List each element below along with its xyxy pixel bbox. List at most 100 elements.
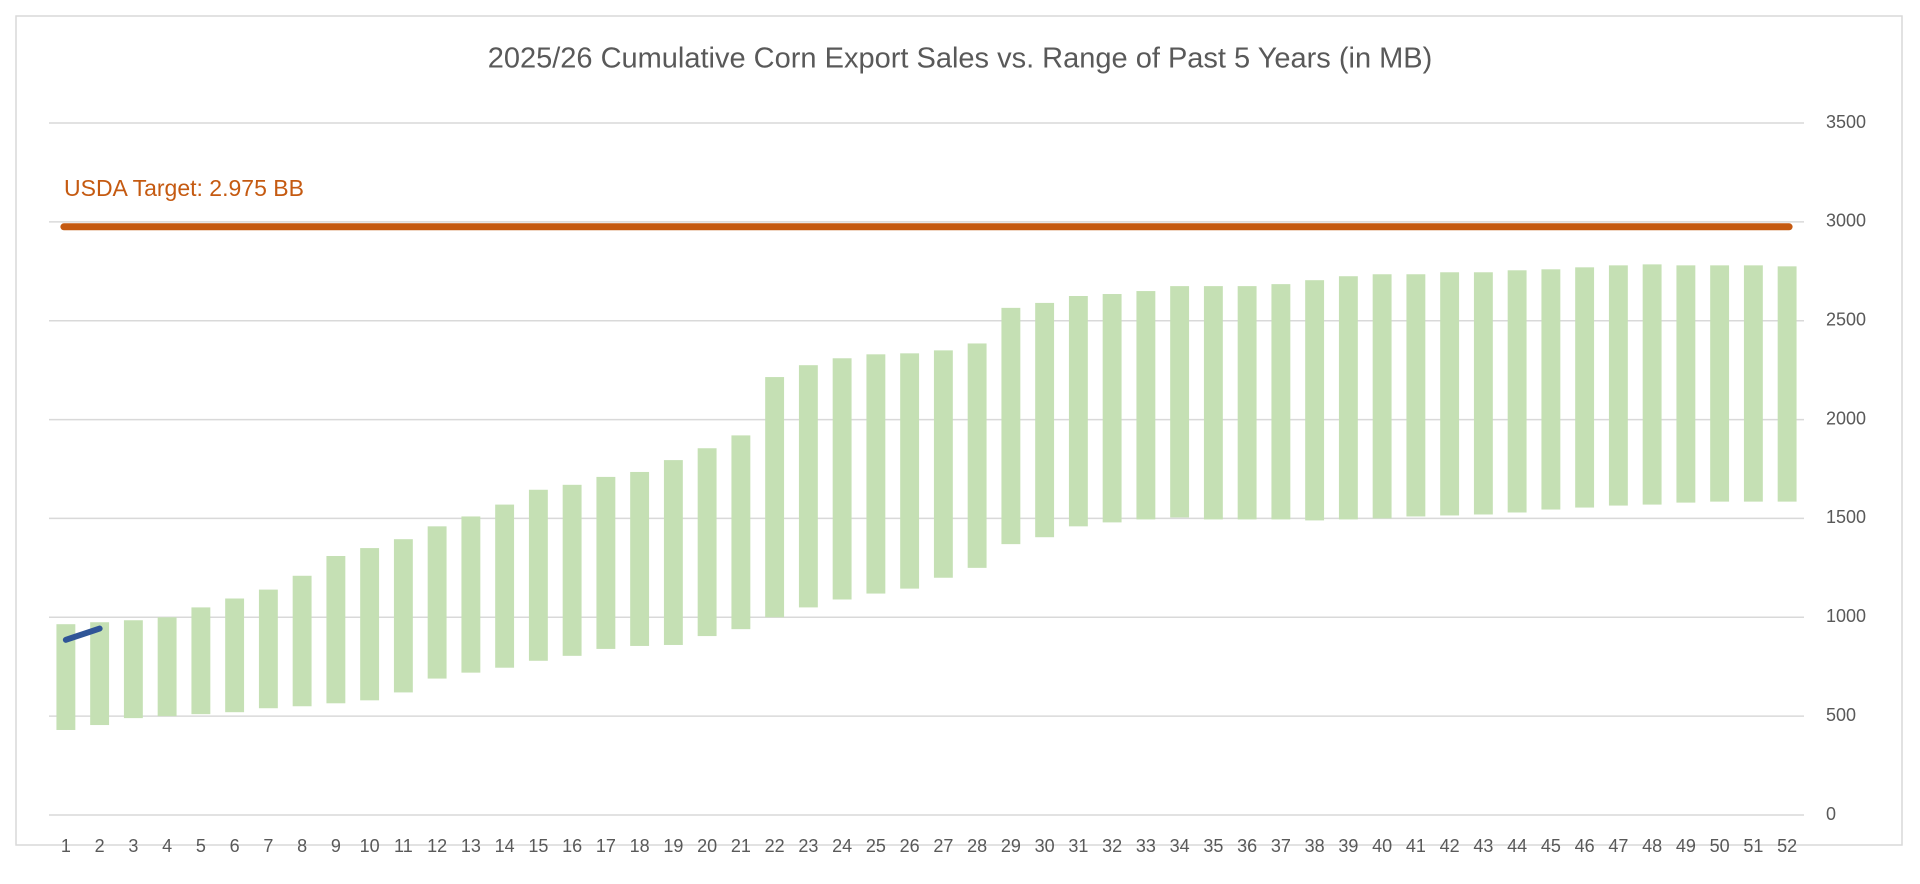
x-tick-label: 32	[1102, 836, 1122, 856]
x-tick-label: 12	[427, 836, 447, 856]
x-tick-label: 10	[360, 836, 380, 856]
x-tick-label: 52	[1777, 836, 1797, 856]
range-bar	[1676, 265, 1696, 503]
x-tick-label: 26	[900, 836, 920, 856]
range-bar	[427, 526, 447, 679]
y-tick-label: 3500	[1826, 112, 1866, 132]
range-bar	[630, 471, 650, 646]
x-tick-label: 13	[461, 836, 481, 856]
range-bar	[90, 622, 110, 726]
x-tick-label: 5	[196, 836, 206, 856]
x-tick-label: 51	[1743, 836, 1763, 856]
x-tick-label: 34	[1170, 836, 1190, 856]
x-tick-label: 50	[1710, 836, 1730, 856]
x-tick-label: 44	[1507, 836, 1527, 856]
y-tick-label: 0	[1826, 804, 1836, 824]
x-tick-label: 38	[1305, 836, 1325, 856]
x-tick-label: 36	[1237, 836, 1257, 856]
x-tick-label: 29	[1001, 836, 1021, 856]
x-tick-label: 11	[394, 836, 413, 856]
range-bar	[832, 358, 852, 600]
range-bar	[1541, 269, 1561, 510]
y-tick-label: 1500	[1826, 507, 1866, 527]
x-tick-label: 7	[263, 836, 273, 856]
x-tick-label: 3	[128, 836, 138, 856]
range-bar	[225, 598, 245, 713]
range-bar	[528, 489, 548, 661]
x-tick-label: 1	[61, 836, 71, 856]
x-tick-label: 8	[297, 836, 307, 856]
range-bar	[1710, 265, 1730, 502]
range-bar	[1575, 267, 1595, 508]
range-bar	[663, 460, 683, 645]
range-bar	[292, 575, 312, 707]
y-tick-label: 500	[1826, 705, 1856, 725]
range-bar	[1743, 265, 1763, 502]
range-bar	[933, 350, 953, 578]
range-bar	[393, 539, 413, 693]
range-bar	[191, 607, 211, 715]
range-bar	[967, 343, 987, 568]
x-tick-label: 15	[528, 836, 548, 856]
range-bar	[900, 353, 920, 589]
x-tick-label: 39	[1338, 836, 1358, 856]
range-bar	[326, 555, 346, 704]
y-tick-label: 3000	[1826, 211, 1866, 231]
x-tick-label: 41	[1406, 836, 1426, 856]
x-tick-label: 9	[331, 836, 341, 856]
x-tick-label: 43	[1473, 836, 1493, 856]
x-tick-label: 35	[1203, 836, 1223, 856]
x-tick-label: 40	[1372, 836, 1392, 856]
range-bar	[1372, 274, 1392, 519]
range-bar	[1237, 286, 1257, 520]
x-tick-label: 31	[1068, 836, 1088, 856]
x-tick-label: 27	[933, 836, 953, 856]
x-tick-label: 33	[1136, 836, 1156, 856]
range-bar	[1170, 286, 1190, 518]
series-line	[62, 625, 103, 643]
range-bar	[866, 354, 886, 594]
range-bar	[157, 617, 177, 717]
x-tick-label: 4	[162, 836, 172, 856]
range-bar	[1271, 284, 1291, 520]
x-tick-label: 45	[1541, 836, 1561, 856]
x-tick-label: 48	[1642, 836, 1662, 856]
x-tick-label: 17	[596, 836, 616, 856]
x-tick-label: 28	[967, 836, 987, 856]
x-tick-label: 20	[697, 836, 717, 856]
x-tick-label: 46	[1575, 836, 1595, 856]
range-bar	[1507, 270, 1527, 513]
range-bar	[1642, 264, 1662, 505]
x-tick-label: 23	[798, 836, 818, 856]
x-tick-label: 2	[95, 836, 105, 856]
range-bar	[731, 435, 751, 630]
range-bar	[697, 448, 717, 637]
range-bar	[765, 377, 785, 618]
x-tick-label: 47	[1608, 836, 1628, 856]
range-bar	[461, 516, 481, 673]
x-tick-label: 14	[495, 836, 515, 856]
x-tick-label: 22	[765, 836, 785, 856]
x-tick-label: 42	[1440, 836, 1460, 856]
range-bar	[1305, 280, 1325, 521]
range-bar	[562, 484, 582, 656]
range-bar	[1338, 276, 1358, 520]
x-tick-label: 24	[832, 836, 852, 856]
y-tick-label: 1000	[1826, 606, 1866, 626]
x-tick-label: 19	[663, 836, 683, 856]
range-bar	[1203, 286, 1223, 520]
range-bar	[1068, 296, 1088, 527]
x-tick-label: 16	[562, 836, 582, 856]
range-bar	[596, 476, 616, 649]
chart-title: 2025/26 Cumulative Corn Export Sales vs.…	[488, 43, 1433, 75]
range-bar	[1777, 266, 1797, 502]
range-bar	[1406, 274, 1426, 517]
range-bar	[1440, 272, 1460, 516]
range-bar	[123, 620, 143, 719]
x-tick-label: 37	[1271, 836, 1291, 856]
range-bar	[1608, 265, 1628, 506]
x-tick-label: 25	[866, 836, 886, 856]
target-label: USDA Target: 2.975 BB	[64, 175, 304, 201]
